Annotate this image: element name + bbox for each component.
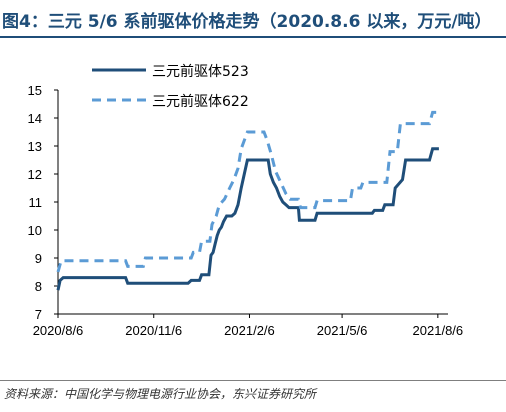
chart-title: 图4：三元 5/6 系前驱体价格走势（2020.8.6 以来，万元/吨） bbox=[2, 12, 492, 32]
y-tick-label: 12 bbox=[28, 167, 42, 182]
y-tick-label: 8 bbox=[35, 279, 42, 294]
y-tick-label: 7 bbox=[35, 307, 42, 322]
y-tick-label: 11 bbox=[29, 195, 43, 210]
source-note: 资料来源：中国化学与物理电源行业协会，东兴证券研究所 bbox=[4, 387, 317, 401]
axes-layer: 7 8 9 10 11 12 13 14 15 2020/8/6 2020/11/6 2021/2/6… bbox=[28, 83, 464, 338]
y-tick-label: 9 bbox=[35, 251, 42, 266]
legend-label-523: 三元前驱体523 bbox=[152, 63, 249, 80]
series-layer bbox=[56, 110, 439, 291]
x-tick-label: 2021/5/6 bbox=[317, 323, 368, 338]
x-tick-label: 2021/2/6 bbox=[224, 323, 275, 338]
y-tick-label: 14 bbox=[28, 111, 42, 126]
line-chart: 7 8 9 10 11 12 13 14 15 2020/8/6 2020/11/6 2021/2/6… bbox=[28, 63, 464, 338]
source-divider bbox=[0, 380, 506, 381]
legend: 三元前驱体523 三元前驱体622 bbox=[92, 63, 249, 110]
x-tick-label: 2020/11/6 bbox=[125, 323, 182, 338]
legend-label-622: 三元前驱体622 bbox=[152, 93, 249, 110]
series-line-523 bbox=[56, 147, 439, 291]
series-line-622 bbox=[56, 110, 439, 273]
x-tick-label: 2021/8/6 bbox=[413, 323, 464, 338]
x-tick-label: 2020/8/6 bbox=[33, 323, 84, 338]
y-tick-label: 13 bbox=[28, 139, 42, 154]
y-tick-label: 10 bbox=[28, 223, 42, 238]
title-bar: 图4：三元 5/6 系前驱体价格走势（2020.8.6 以来，万元/吨） bbox=[0, 0, 506, 38]
y-tick-label: 15 bbox=[28, 83, 42, 98]
